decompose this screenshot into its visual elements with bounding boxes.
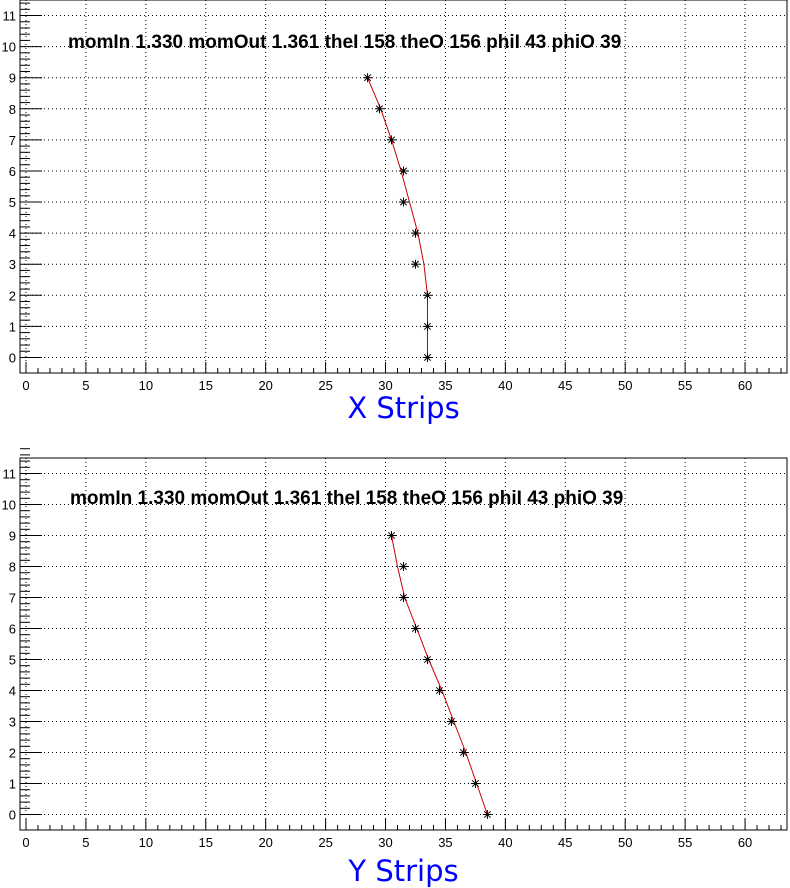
x-tick-label: 50	[618, 378, 632, 393]
fit-line	[367, 77, 428, 358]
data-point	[410, 259, 420, 269]
y-tick-label: 10	[2, 40, 16, 55]
data-point	[410, 624, 420, 633]
y-tick-label: 4	[9, 684, 16, 699]
y-tick-label: 1	[9, 319, 16, 334]
data-point	[399, 562, 408, 571]
x-tick-label: 0	[22, 835, 29, 850]
x-tick-label: 20	[258, 835, 272, 850]
data-point	[482, 810, 492, 819]
y-tick-label: 10	[2, 498, 16, 513]
y-tick-label: 2	[9, 746, 16, 761]
data-point	[375, 104, 385, 114]
y-tick-label: 9	[9, 71, 16, 86]
x-tick-label: 35	[438, 378, 452, 393]
data-points	[363, 73, 432, 362]
y-tick-label: 5	[9, 653, 16, 668]
x-axis-title: Y Strips	[347, 854, 458, 888]
data-point	[422, 352, 432, 362]
data-point	[399, 593, 408, 602]
y-tick-label: 7	[9, 591, 16, 606]
plot-frame	[19, 0, 788, 374]
x-tick-label: 50	[618, 835, 632, 850]
y-tick-label: 0	[9, 350, 16, 365]
x-tick-label: 25	[318, 835, 332, 850]
x-tick-label: 0	[22, 378, 29, 393]
data-point	[434, 686, 444, 695]
x-axis-title: X Strips	[347, 391, 459, 425]
x-tick-label: 40	[498, 835, 512, 850]
y-tick-label: 11	[3, 467, 17, 482]
data-point	[399, 197, 408, 207]
data-point	[470, 779, 480, 788]
y-tick-label: 9	[9, 529, 16, 544]
x-tick-label: 10	[139, 835, 153, 850]
data-point	[410, 228, 420, 238]
fit-line-group	[391, 535, 488, 815]
y-tick-label: 0	[9, 808, 16, 823]
x-tick-label: 15	[199, 378, 213, 393]
y-tick-label: 3	[9, 715, 16, 730]
y-tick-label: 1	[9, 777, 16, 792]
data-point	[422, 290, 432, 300]
y-tick-label: 6	[9, 622, 16, 637]
x-tick-label: 10	[139, 378, 153, 393]
x-tick-label: 55	[678, 835, 692, 850]
x-tick-label: 5	[82, 378, 89, 393]
chart-annotation: momIn 1.330 momOut 1.361 theI 158 theO 1…	[70, 488, 623, 509]
x-tick-label: 15	[199, 835, 213, 850]
data-point	[387, 135, 397, 145]
data-point	[387, 531, 397, 540]
data-point	[422, 321, 432, 331]
data-point	[363, 73, 373, 83]
data-point	[446, 717, 456, 726]
x-tick-label: 45	[558, 378, 572, 393]
x-tick-label: 30	[378, 835, 392, 850]
y-tick-label: 8	[9, 560, 16, 575]
x-tick-label: 60	[738, 835, 752, 850]
y-tick-label: 7	[9, 133, 16, 148]
x-tick-label: 5	[82, 835, 89, 850]
y-tick-label: 5	[9, 195, 16, 210]
data-point	[422, 655, 432, 664]
plot-frame	[19, 457, 788, 831]
x-tick-label: 45	[558, 835, 572, 850]
y-tick-label: 11	[3, 9, 17, 24]
data-point	[458, 748, 468, 757]
x-tick-label: 35	[438, 835, 452, 850]
data-points	[387, 531, 492, 819]
data-point	[399, 166, 408, 176]
y-tick-label: 4	[9, 226, 16, 241]
y-tick-label: 6	[9, 164, 16, 179]
x-tick-label: 25	[318, 378, 332, 393]
y-tick-label: 8	[9, 102, 16, 117]
x-tick-label: 60	[738, 378, 752, 393]
x-tick-label: 20	[258, 378, 272, 393]
fit-line	[391, 535, 488, 815]
y-tick-label: 3	[9, 257, 16, 272]
y-tick-label: 2	[9, 288, 16, 303]
x-tick-label: 30	[378, 378, 392, 393]
x-tick-label: 55	[678, 378, 692, 393]
x-tick-label: 40	[498, 378, 512, 393]
fit-line-group	[367, 77, 428, 358]
chart-annotation: momIn 1.330 momOut 1.361 theI 158 theO 1…	[68, 32, 621, 53]
